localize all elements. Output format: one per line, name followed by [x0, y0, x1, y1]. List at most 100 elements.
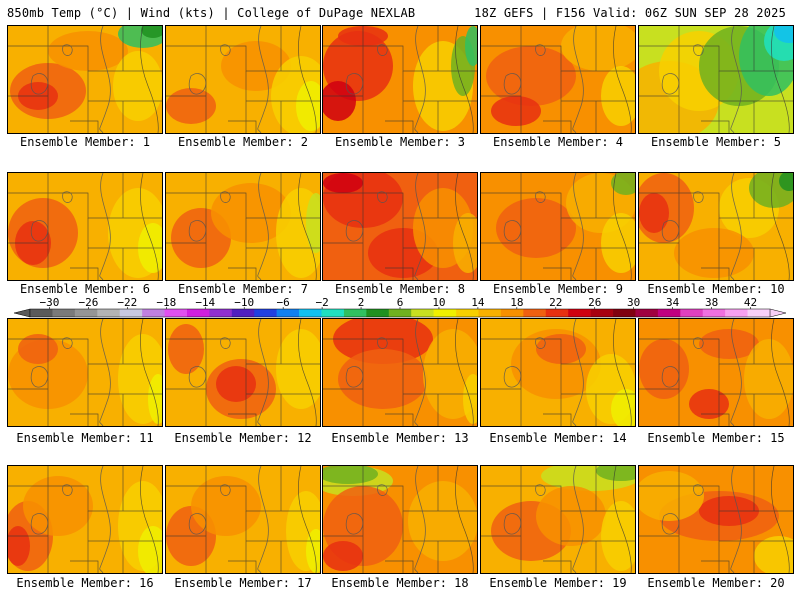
- colorbar-swatch: [747, 309, 771, 317]
- temperature-field-map: [323, 26, 477, 133]
- ensemble-map-panel: [322, 318, 478, 427]
- isotherm-lines: [503, 319, 584, 426]
- temperature-contour-region: [216, 366, 256, 402]
- map-title: 850mb Temp (°C) | Wind (kts) | College o…: [7, 6, 416, 20]
- state-borders: [166, 26, 320, 133]
- state-borders: [8, 319, 162, 426]
- ensemble-map-panel: [638, 318, 794, 427]
- isotherm-lines: [661, 26, 742, 133]
- colorbar-swatch: [590, 309, 614, 317]
- colorbar-swatch: [657, 309, 681, 317]
- colorbar-swatch: [74, 309, 98, 317]
- colorbar-swatch: [343, 309, 367, 317]
- temperature-contour-region: [774, 26, 793, 43]
- temperature-contour-region: [744, 339, 793, 419]
- temperature-contour-region: [276, 329, 320, 409]
- temperature-field-map: [8, 319, 162, 426]
- ensemble-map-panel: [322, 172, 478, 281]
- colorbar-swatch: [478, 309, 502, 317]
- isotherm-lines: [661, 319, 742, 426]
- ensemble-map-panel: [480, 465, 636, 574]
- temperature-contour-region: [408, 481, 477, 561]
- temperature-contour-region: [221, 41, 291, 91]
- colorbar-swatch: [52, 309, 76, 317]
- temperature-contour-region: [306, 193, 320, 253]
- state-borders: [639, 26, 793, 133]
- colorbar-swatch: [411, 309, 434, 317]
- colorbar-tick-label: −18: [156, 296, 176, 309]
- colorbar-tick-label: 18: [510, 296, 523, 309]
- temperature-contour-region: [496, 198, 576, 258]
- colorbar-swatch: [321, 309, 345, 317]
- state-borders: [639, 319, 793, 426]
- ensemble-map-panel: [480, 172, 636, 281]
- colorbar-tick-label: 30: [627, 296, 640, 309]
- temperature-contour-region: [491, 96, 541, 126]
- ensemble-member-label: Ensemble Member: 13: [331, 431, 469, 445]
- colorbar-tick-label: −26: [78, 296, 98, 309]
- isotherm-lines: [345, 319, 426, 426]
- ensemble-member-label: Ensemble Member: 11: [16, 431, 154, 445]
- colorbar-swatch: [142, 309, 165, 317]
- ensemble-map-panel: [480, 318, 636, 427]
- isotherm-lines: [345, 173, 426, 280]
- temperature-field-map: [481, 26, 635, 133]
- colorbar-max-arrow: [769, 308, 787, 318]
- colorbar-tick-label: 26: [588, 296, 601, 309]
- colorbar-swatch: [613, 309, 636, 317]
- temperature-contour-region: [601, 66, 635, 126]
- temperature-contour-region: [166, 88, 216, 124]
- temperature-contour-region: [296, 81, 320, 131]
- temperature-field-map: [481, 466, 635, 573]
- temperature-contour-region: [639, 471, 704, 521]
- colorbar-swatch: [456, 309, 479, 317]
- temperature-contour-region: [689, 389, 729, 419]
- colorbar-tick-label: 10: [432, 296, 445, 309]
- temperature-contour-region: [674, 228, 754, 278]
- ensemble-member-label: Ensemble Member: 6: [19, 282, 151, 296]
- colorbar-tick-label: 34: [666, 296, 680, 309]
- temperature-contour-region: [211, 183, 291, 243]
- ensemble-member-label: Ensemble Member: 3: [334, 135, 466, 149]
- colorbar-swatch: [635, 309, 659, 317]
- state-borders: [323, 466, 477, 573]
- ensemble-map-panel: [322, 465, 478, 574]
- colorbar-swatch: [523, 309, 547, 317]
- colorbar-swatch: [433, 309, 457, 317]
- colorbar-swatch: [276, 309, 300, 317]
- colorbar-tick-label: −10: [234, 296, 254, 309]
- isotherm-lines: [188, 26, 269, 133]
- temperature-contour-region: [465, 26, 477, 66]
- temperature-contour-region: [754, 536, 793, 573]
- state-borders: [481, 466, 635, 573]
- ensemble-member-label: Ensemble Member: 8: [334, 282, 466, 296]
- ensemble-member-label: Ensemble Member: 4: [492, 135, 624, 149]
- ensemble-member-label: Ensemble Member: 5: [650, 135, 782, 149]
- temperature-field-map: [639, 466, 793, 573]
- temperature-contour-region: [323, 173, 363, 193]
- colorbar-swatch: [680, 309, 704, 317]
- colorbar-swatch: [186, 309, 210, 317]
- colorbar-swatch: [119, 309, 143, 317]
- state-borders: [639, 173, 793, 280]
- colorbar-tick-label: −22: [117, 296, 137, 309]
- temperature-contour-region: [168, 324, 204, 374]
- isotherm-lines: [503, 466, 584, 573]
- ensemble-map-panel: [165, 465, 321, 574]
- state-borders: [481, 173, 635, 280]
- ensemble-map-panel: [638, 465, 794, 574]
- temperature-contour-region: [333, 319, 433, 364]
- ensemble-member-label: Ensemble Member: 7: [177, 282, 309, 296]
- ensemble-map-panel: [7, 318, 163, 427]
- temperature-field-map: [166, 466, 320, 573]
- temperature-field-map: [639, 173, 793, 280]
- temperature-contour-region: [486, 46, 576, 106]
- isotherm-lines: [661, 173, 742, 280]
- colorbar-tick-label: 6: [397, 296, 404, 309]
- temperature-contour-region: [323, 466, 378, 484]
- colorbar-tick-label: 2: [358, 296, 365, 309]
- ensemble-map-panel: [322, 25, 478, 134]
- isotherm-lines: [30, 26, 111, 133]
- colorbar-tick-label: −2: [315, 296, 328, 309]
- isotherm-lines: [661, 466, 742, 573]
